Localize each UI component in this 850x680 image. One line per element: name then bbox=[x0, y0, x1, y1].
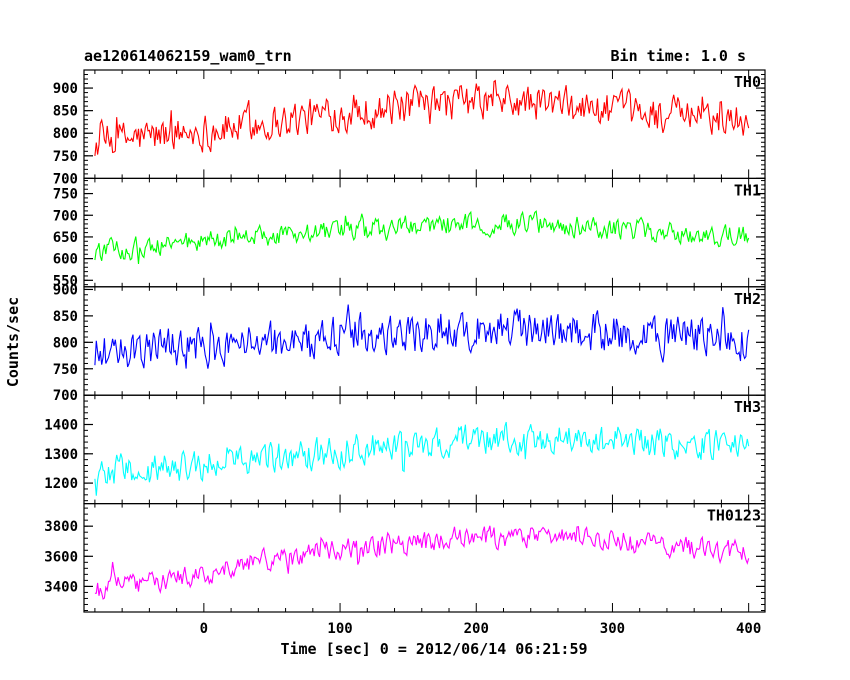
y-tick-label: 700 bbox=[53, 208, 78, 224]
y-tick-label: 3800 bbox=[44, 519, 78, 535]
y-tick-label: 600 bbox=[53, 252, 78, 268]
y-tick-label: 650 bbox=[53, 230, 78, 246]
bin-time-label: Bin time: 1.0 s bbox=[611, 47, 746, 65]
y-axis-label: Counts/sec bbox=[4, 297, 22, 387]
panel-label: TH1 bbox=[734, 181, 761, 199]
y-tick-label: 750 bbox=[53, 187, 78, 203]
y-tick-label: 700 bbox=[53, 388, 78, 404]
series-line-th0123 bbox=[94, 525, 750, 600]
panel-th1: 550 600 650 700 750 TH1 bbox=[53, 177, 766, 289]
y-tick-label: 750 bbox=[53, 362, 78, 378]
y-tick-label: 1300 bbox=[44, 447, 78, 463]
x-tick-label: 200 bbox=[464, 621, 489, 637]
x-tick-label: 400 bbox=[736, 621, 761, 637]
panel-frame bbox=[83, 286, 766, 396]
y-tick-label: 1400 bbox=[44, 417, 78, 433]
y-tick-label: 850 bbox=[53, 104, 78, 120]
panel-label: TH3 bbox=[734, 398, 761, 416]
panel-frame bbox=[83, 69, 766, 180]
panel-th0123: 3400 3600 3800 TH0123 bbox=[44, 503, 766, 613]
y-tick-label: 800 bbox=[53, 126, 78, 142]
series-line-th2 bbox=[94, 304, 750, 369]
x-tick-label: 100 bbox=[327, 621, 352, 637]
panel-label: TH2 bbox=[734, 290, 761, 308]
y-tick-label: 3400 bbox=[44, 579, 78, 595]
y-tick-label: 550 bbox=[53, 273, 78, 289]
x-tick-label: 0 bbox=[200, 621, 208, 637]
x-axis-label: Time [sec] 0 = 2012/06/14 06:21:59 bbox=[280, 640, 587, 658]
chart-title: ae120614062159_wam0_trn bbox=[84, 47, 292, 65]
panel-th0: 700 750 800 850 900 TH0 bbox=[53, 69, 766, 187]
y-tick-label: 850 bbox=[53, 309, 78, 325]
y-tick-label: 1200 bbox=[44, 476, 78, 492]
series-line-th1 bbox=[94, 210, 750, 265]
y-tick-label: 900 bbox=[53, 282, 78, 298]
series-line-th0 bbox=[94, 79, 750, 156]
x-tick-label: 300 bbox=[600, 621, 625, 637]
series-line-th3 bbox=[94, 421, 750, 496]
y-tick-label: 750 bbox=[53, 149, 78, 165]
panel-frame bbox=[83, 503, 766, 613]
panel-th3: 1200 1300 1400 TH3 bbox=[44, 394, 766, 505]
y-tick-label: 800 bbox=[53, 335, 78, 351]
y-tick-label: 700 bbox=[53, 171, 78, 187]
y-tick-label: 3600 bbox=[44, 549, 78, 565]
panel-th2: 700 750 800 850 900 TH2 bbox=[53, 282, 766, 404]
panel-label: TH0123 bbox=[707, 507, 761, 525]
y-tick-label: 900 bbox=[53, 81, 78, 97]
panel-label: TH0 bbox=[734, 73, 761, 91]
